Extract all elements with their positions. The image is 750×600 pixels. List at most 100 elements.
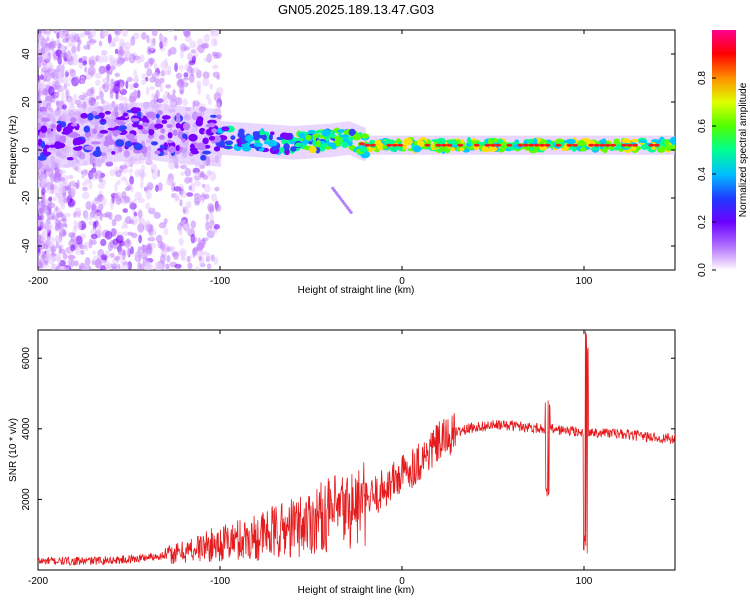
spectrogram-noise-blob — [45, 224, 53, 231]
spectrogram-noise-blob — [173, 193, 179, 198]
spectrogram-noise-blob — [195, 266, 200, 270]
spectrogram-ridge-blob — [200, 154, 207, 161]
spectrogram-ridge-halo — [638, 135, 642, 155]
spectrogram-noise-blob — [156, 169, 161, 178]
snr-x-axis-label: Height of straight line (km) — [298, 585, 415, 596]
spectrogram-noise-blob — [214, 38, 218, 47]
spectrogram-ridge-blob — [669, 136, 675, 145]
spectrogram-ridge-blob — [253, 135, 260, 141]
spectrogram-ridge-blob — [77, 145, 83, 150]
spectrogram-noise-blob — [65, 50, 72, 60]
y-tick-label: 6000 — [21, 347, 32, 370]
spectrogram-noise-blob — [50, 252, 57, 257]
colorbar-ticks: 0.0 0.2 0.4 0.6 0.8 — [697, 71, 716, 277]
spectrogram-noise-blob — [137, 222, 145, 233]
spectrogram-noise-blob — [114, 30, 119, 35]
spectrogram-noise-blob — [38, 218, 41, 228]
colorbar-tick-label: 0.0 — [697, 263, 708, 277]
x-tick-label: -200 — [28, 576, 48, 587]
spectrogram-noise-blob — [44, 95, 53, 102]
spectrogram-ridge-blob — [276, 136, 284, 141]
spectrogram-noise-blob — [214, 51, 222, 59]
spectrogram-ridge-blob — [46, 128, 52, 135]
spectrogram-ridge-blob — [309, 145, 317, 154]
spectrogram-ridge-blob — [146, 111, 156, 119]
spectrogram-noise-blob — [70, 244, 76, 252]
spectrogram-noise-blob — [124, 186, 130, 192]
spectrogram-noise-blob — [97, 55, 104, 64]
spectrogram-ridge-halo — [54, 110, 58, 169]
spectrogram-noise-blob — [81, 265, 89, 270]
spectrogram-noise-blob — [193, 100, 200, 107]
spectrogram-noise-blob — [59, 31, 66, 39]
spectrogram-noise-blob — [207, 202, 215, 212]
spectrogram-noise-blob — [187, 51, 193, 60]
spectrogram-peak-blob — [446, 143, 453, 147]
spectrogram-ridge-halo — [92, 106, 96, 165]
spectrogram-noise-blob — [186, 255, 191, 263]
spectrogram-noise-blob — [59, 169, 66, 175]
spectrogram-noise-blob — [45, 61, 53, 69]
spectrogram-side-feature — [347, 208, 351, 212]
spectrogram-noise-blob — [76, 43, 81, 52]
colorbar-gradient — [712, 30, 736, 270]
spectrogram-noise-blob — [122, 208, 128, 213]
spectrogram-peak-blob — [364, 143, 371, 147]
spectrogram-ridge-blob — [70, 123, 78, 127]
spectrogram-noise-blob — [109, 169, 116, 177]
spectrogram-noise-blob — [91, 92, 95, 99]
y-tick-label: 20 — [21, 96, 32, 108]
spectrogram-noise-blob — [141, 243, 146, 254]
spectrogram-noise-blob — [167, 30, 174, 33]
spectrogram-ridge-halo — [108, 104, 112, 163]
spectrogram-noise-blob — [82, 101, 87, 110]
spectrogram-noise-blob — [121, 30, 128, 38]
spectrogram-side-feature — [334, 191, 338, 195]
spectrogram-noise-blob — [182, 30, 191, 37]
spectrogram-ridge-blob — [196, 142, 206, 151]
spectrogram-ridge-blob — [451, 139, 457, 146]
spectrogram-noise-blob — [130, 246, 134, 255]
spectrogram-noise-blob — [39, 241, 46, 251]
spectrogram-noise-blob — [128, 168, 133, 174]
spectrogram-noise-blob — [83, 241, 90, 251]
spectrogram-noise-blob — [38, 89, 41, 99]
spectrogram-noise-blob — [193, 171, 201, 182]
spectrogram-noise-blob — [161, 38, 168, 48]
spectrogram-noise-blob — [190, 253, 195, 259]
spectrogram-noise-blob — [193, 192, 201, 200]
spectrogram-peak-blob — [571, 143, 578, 147]
spectrogram-noise-blob — [140, 251, 144, 258]
spectrogram-noise-blob — [76, 103, 84, 109]
spectrogram-noise-blob — [125, 247, 130, 257]
spectrogram-ridge-blob — [602, 146, 608, 154]
spectrogram-ridge-blob — [334, 136, 341, 145]
spectrogram-noise-blob — [63, 212, 71, 218]
spectrogram-noise-blob — [114, 183, 118, 193]
spectrogram-noise-blob — [100, 238, 107, 247]
spectrogram-noise-blob — [155, 184, 159, 193]
spectrogram-noise-blob — [133, 82, 139, 89]
spectrogram-ridge-halo — [158, 103, 162, 162]
spectrogram-noise-blob — [67, 254, 76, 260]
spectrogram-noise-blob — [179, 89, 184, 95]
spectrogram-ridge-blob — [321, 142, 328, 148]
spectrogram-ridge-blob — [359, 147, 368, 153]
spectrogram-peak-blob — [566, 143, 573, 147]
spectrogram-ridge-blob — [412, 145, 422, 153]
spectrogram-noise-blob — [139, 217, 145, 225]
spectrogram-noise-blob — [197, 44, 205, 54]
spectrogram-ridge-blob — [241, 143, 249, 148]
spectrogram-noise-blob — [208, 211, 214, 222]
spectrogram-noise-blob — [114, 214, 123, 222]
spectrogram-noise-blob — [215, 204, 222, 212]
spectrogram-noise-blob — [48, 86, 55, 96]
spectrogram-noise-blob — [168, 245, 176, 252]
spectrogram-ridge-blob — [314, 130, 323, 134]
spectrogram-noise-blob — [144, 219, 151, 230]
spectrogram-noise-blob — [76, 220, 82, 231]
spectrogram-ridge-halo — [199, 107, 203, 166]
spectrogram-ridge-blob — [268, 141, 278, 147]
spectrogram-noise-blob — [111, 38, 116, 47]
spectrogram-noise-blob — [55, 205, 59, 211]
